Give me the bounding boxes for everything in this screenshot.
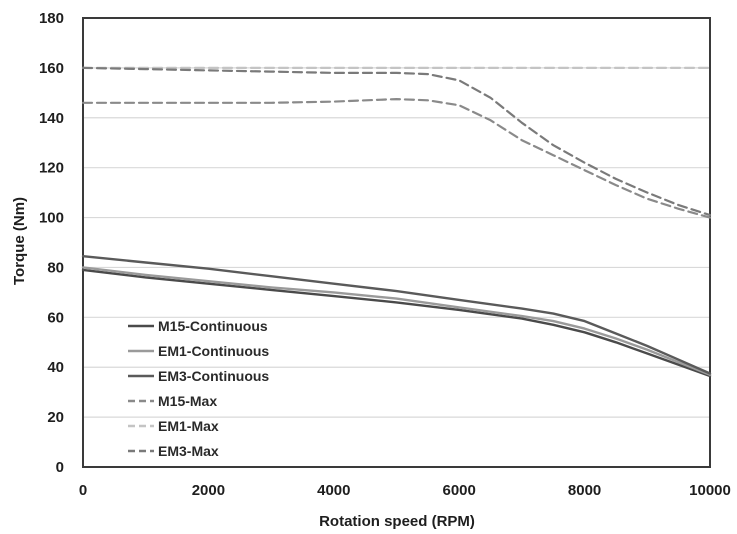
legend-entry-label: M15-Continuous — [158, 318, 268, 334]
x-tick-label: 2000 — [192, 482, 225, 499]
y-tick-label: 60 — [47, 309, 64, 326]
x-tick-label: 10000 — [689, 482, 731, 499]
series-line — [81, 66, 712, 217]
x-tick-label: 8000 — [568, 482, 601, 499]
y-tick-label: 180 — [39, 10, 64, 27]
y-tick-label: 100 — [39, 210, 64, 227]
legend: M15-Continuous EM1-Continuous EM3-Continuo… — [128, 318, 269, 459]
y-tick-label: 40 — [47, 359, 64, 376]
legend-entry-label: EM3-Continuous — [158, 368, 269, 384]
y-tick-label: 140 — [39, 110, 64, 127]
series-lines — [81, 66, 712, 378]
y-tick-label: 20 — [47, 409, 64, 426]
y-tick-label: 0 — [56, 459, 64, 476]
series-line — [81, 97, 712, 219]
y-tick-label: 160 — [39, 60, 64, 77]
tick-labels: 0 20 40 60 80 100 120 140 160 180 0 2000 4000 6000 800… — [39, 10, 731, 499]
x-tick-label: 6000 — [443, 482, 476, 499]
y-tick-label: 80 — [47, 259, 64, 276]
x-tick-label: 0 — [79, 482, 87, 499]
series-line — [81, 266, 712, 376]
legend-entry-label: M15-Max — [158, 393, 217, 409]
legend-entry-label: EM3-Max — [158, 443, 219, 459]
series-line — [81, 255, 712, 375]
series-line — [81, 268, 712, 378]
x-tick-label: 4000 — [317, 482, 350, 499]
legend-entry-label: EM1-Continuous — [158, 343, 269, 359]
axes — [82, 17, 711, 468]
y-tick-label: 120 — [39, 160, 64, 177]
legend-entry-label: EM1-Max — [158, 418, 219, 434]
x-axis-title: Rotation speed (RPM) — [319, 513, 475, 530]
y-axis-title: Torque (Nm) — [11, 197, 28, 285]
plot-area-border — [82, 17, 711, 468]
